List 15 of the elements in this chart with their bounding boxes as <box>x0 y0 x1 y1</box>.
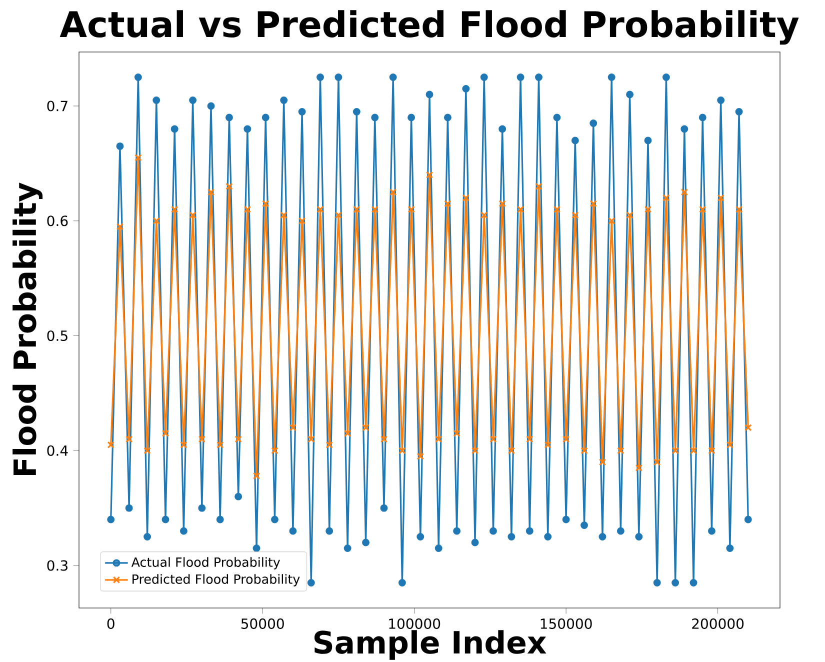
y-tick-label: 0.3 <box>47 560 68 571</box>
legend-label: Predicted Flood Probability <box>132 574 300 586</box>
x-tick-label: 150000 <box>540 618 592 629</box>
x-tick-label: 100000 <box>389 618 440 629</box>
x-tick-label: 0 <box>107 618 114 629</box>
x-tick-label: 50000 <box>241 618 284 629</box>
chart-title: Actual vs Predicted Flood Probability <box>60 10 799 45</box>
y-axis-title: Flood Probability <box>12 182 43 476</box>
y-tick-label: 0.4 <box>47 445 68 456</box>
legend-label: Actual Flood Probability <box>131 557 280 570</box>
x-tick-label: 200000 <box>692 618 744 629</box>
y-tick-label: 0.5 <box>47 330 68 342</box>
x-axis-title: Sample Index <box>314 630 546 660</box>
y-tick-label: 0.7 <box>47 100 68 112</box>
y-tick-label: 0.6 <box>47 216 68 226</box>
